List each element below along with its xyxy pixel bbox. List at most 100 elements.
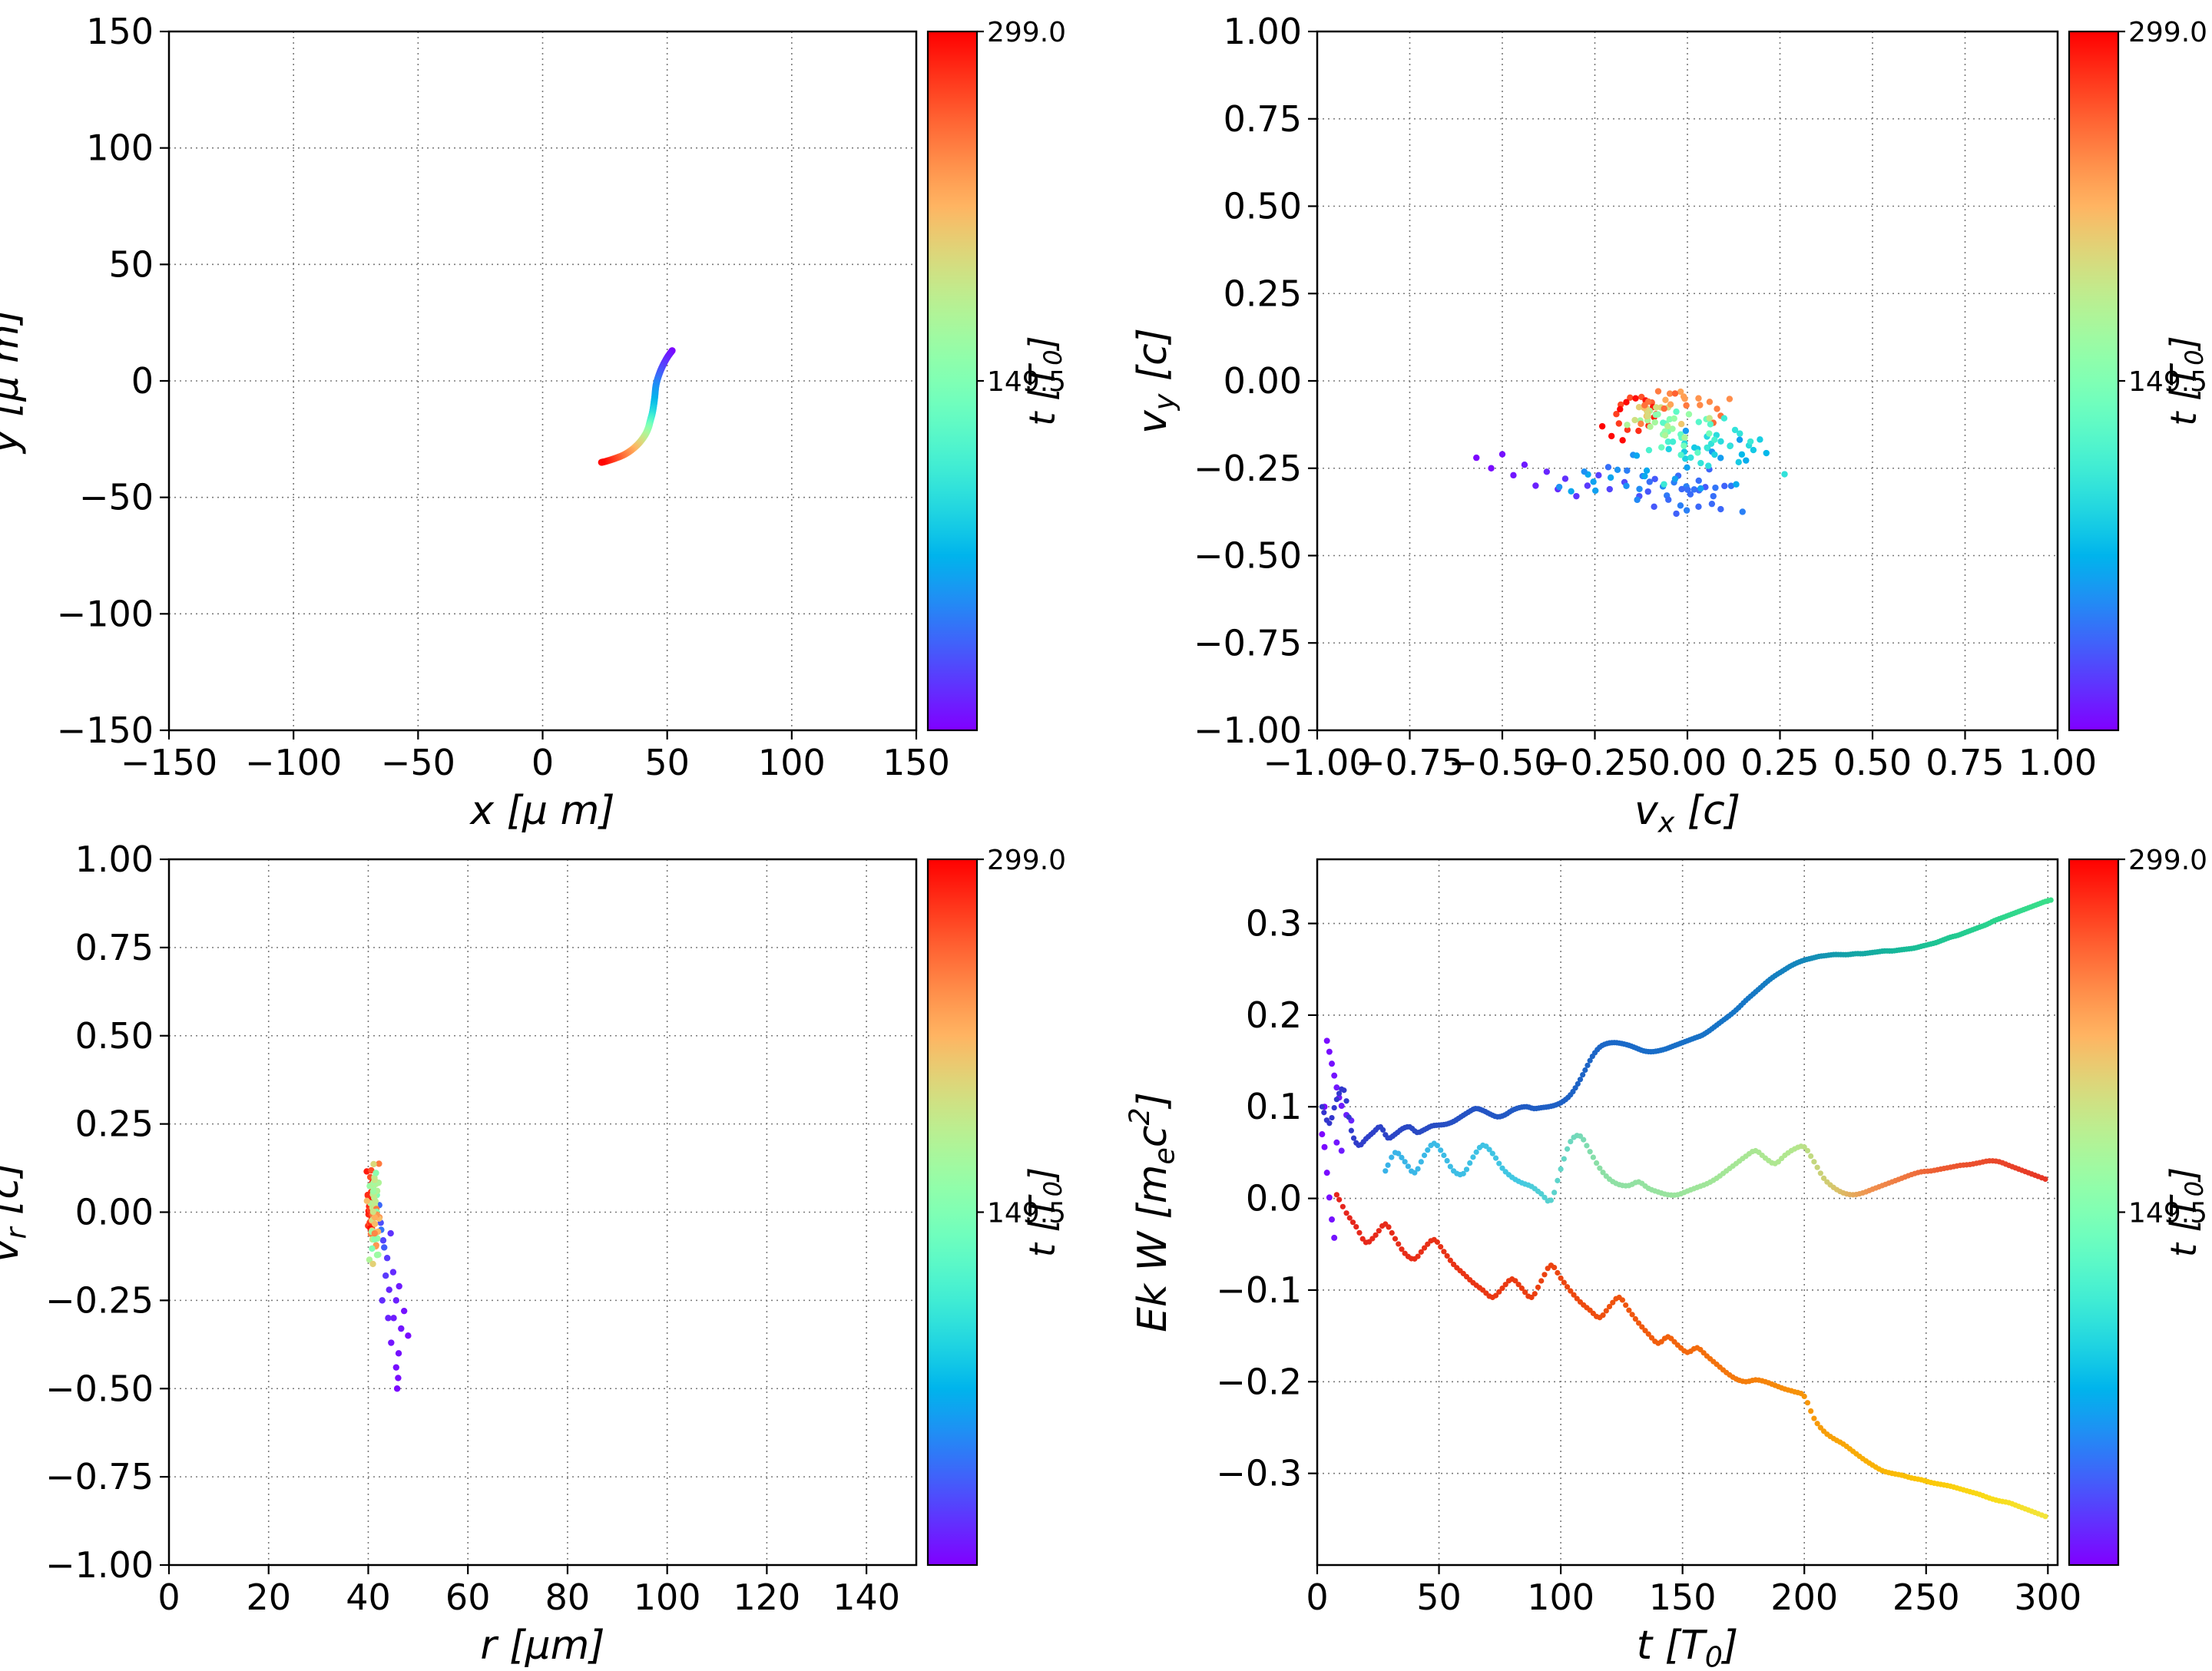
y-tick-label: −0.3 [1216,1453,1302,1494]
y-axis-label: y [μ m] [0,309,28,455]
y-tick-label: 0 [131,360,154,402]
y-tick-label: −0.50 [45,1368,154,1409]
y-tick-label: 0.00 [75,1192,154,1233]
y-tick-label: 100 [86,127,154,169]
y-tick-label: −1.00 [1194,710,1302,751]
x-tick-label: 250 [1892,1577,1960,1618]
x-tick-label: 0.75 [1926,742,2004,783]
y-tick-label: −1.00 [45,1544,154,1586]
y-tick-label: −0.2 [1216,1361,1302,1402]
colorbar-tick-label: 299.0 [987,845,1066,876]
colorbar-axis-label: t [T0] [2163,336,2209,425]
data-points [1473,388,1788,518]
x-tick-label: −0.25 [1541,742,1649,783]
y-tick-label: 0.3 [1246,903,1302,945]
x-tick-label: −0.50 [1449,742,1557,783]
y-tick-label: 0.25 [1224,273,1302,314]
colorbar-tick-label: 149.5 [2128,1198,2207,1229]
x-tick-label: −0.75 [1356,742,1464,783]
panel-rvr: 0 20 40 60 80 100 120 140 −1.00 −0.75 −0.50 −0.25 0.… [0,839,1068,1669]
y-tick-label: 150 [86,11,154,52]
y-tick-label: 0.00 [1224,360,1302,402]
x-axis-label: r [μm] [480,1623,604,1669]
x-tick-label: 0 [531,742,554,783]
y-tick-label: −0.25 [45,1279,154,1321]
x-tick-label: 0.50 [1833,742,1912,783]
data-points [363,1160,412,1392]
y-tick-label: 0.50 [1224,186,1302,227]
tick-labels: −150 −100 −50 0 50 100 150 −150 −100 −50 0 50 100 150 [57,11,950,783]
colorbar-axis-label: t [T0] [1022,1167,1068,1257]
colorbar-tick-label: 299.0 [987,17,1066,48]
x-tick-label: −1.00 [1263,742,1372,783]
colorbar: 299.0 149.5t [T0] [926,17,1068,732]
y-axis-label: vr [c] [0,1162,32,1262]
y-tick-label: −0.1 [1216,1269,1302,1311]
x-tick-label: 100 [758,742,826,783]
x-tick-label: 0 [1306,1577,1328,1618]
y-tick-label: −50 [79,477,154,518]
x-tick-label: 80 [545,1577,591,1618]
x-tick-label: 50 [644,742,690,783]
x-tick-label: 100 [1527,1577,1594,1618]
colorbar: 299.0 149.5t [T0] [2068,17,2209,732]
plot-area [1317,859,2058,1565]
x-axis-label: vx [c] [1634,788,1740,839]
y-tick-label: −0.75 [45,1456,154,1497]
y-tick-label: −0.50 [1194,535,1302,577]
y-tick-label: −0.75 [1194,622,1302,663]
x-tick-label: 150 [1649,1577,1717,1618]
x-tick-label: 140 [833,1577,900,1618]
y-tick-label: −100 [57,593,154,634]
axes-spines [1316,858,2059,1567]
x-tick-label: 40 [346,1577,391,1618]
colorbar-tick-label: 149.5 [2128,366,2207,398]
tick-labels: 0 20 40 60 80 100 120 140 −1.00 −0.75 −0.50 −0.25 0.… [45,839,900,1618]
x-tick-label: 0.25 [1740,742,1819,783]
y-tick-label: −150 [57,710,154,751]
x-tick-label: −150 [121,742,217,783]
y-tick-label: 0.1 [1246,1086,1302,1127]
x-tick-label: 0 [157,1577,180,1618]
tick-labels: 0 50 100 150 200 250 300 −0.3 −0.2 −0.1 0.0 0.1 0.2 0… [1216,903,2081,1618]
y-tick-label: 50 [108,243,154,285]
x-tick-label: 1.00 [2018,742,2097,783]
x-tick-label: 150 [882,742,950,783]
y-tick-label: 0.75 [75,927,154,968]
colorbar-tick-label: 149.5 [987,1198,1066,1229]
x-tick-label: 100 [634,1577,701,1618]
panel-xy: −150 −100 −50 0 50 100 150 −150 −100 −50 0 50 100 150… [0,11,1068,834]
panel-ekw: 0 50 100 150 200 250 300 −0.3 −0.2 −0.1 0.0 0.1 0.2 0… [1123,845,2209,1671]
y-tick-label: 0.50 [75,1015,154,1057]
y-tick-label: −0.25 [1194,448,1302,489]
y-axis-label: vy [c] [1130,328,1181,434]
y-tick-label: 0.2 [1246,994,1302,1036]
colorbar-axis-label: t [T0] [1022,336,1068,425]
x-tick-label: 300 [2014,1577,2081,1618]
tick-labels: −1.00−0.75−0.50−0.250.00 0.25 0.50 0.75 1.00… [1194,11,2097,783]
x-axis-label: t [T0] [1637,1623,1738,1671]
x-axis-label: x [μ m] [469,788,614,834]
y-tick-label: 0.0 [1246,1178,1302,1219]
data-points [598,347,676,466]
y-axis-label: Ek W [mec2] [1123,1092,1181,1332]
y-tick-label: 1.00 [1224,11,1302,52]
colorbar-tick-label: 299.0 [2128,17,2207,48]
x-tick-label: 0.00 [1648,742,1727,783]
colorbar: 299.0 149.5t [T0] [2068,845,2209,1567]
colorbar: 299.0 149.5t [T0] [926,845,1068,1567]
x-tick-label: 50 [1416,1577,1462,1618]
y-tick-label: 1.00 [75,839,154,880]
y-tick-label: 0.25 [75,1104,154,1145]
y-tick-label: 0.75 [1224,98,1302,140]
x-tick-label: 200 [1770,1577,1838,1618]
x-tick-label: 20 [246,1577,291,1618]
x-tick-label: −100 [245,742,342,783]
colorbar-axis-label: t [T0] [2163,1167,2209,1257]
colorbar-tick-label: 149.5 [987,366,1066,398]
x-tick-label: 60 [445,1577,491,1618]
x-tick-label: 120 [733,1577,800,1618]
colorbar-tick-label: 299.0 [2128,845,2207,876]
